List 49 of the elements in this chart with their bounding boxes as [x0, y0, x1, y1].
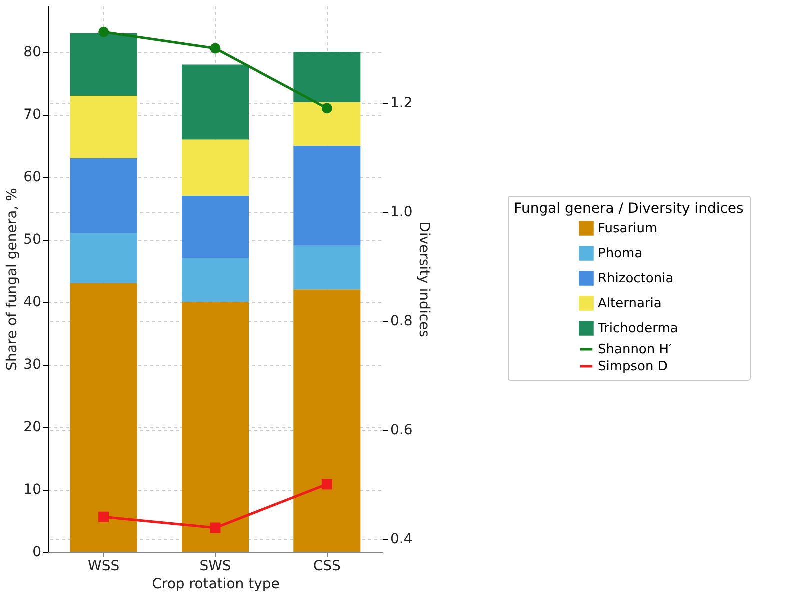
y-tick-label: 40: [24, 294, 42, 311]
legend-label: Trichoderma: [597, 322, 678, 336]
legend-label: Shannon H′: [598, 342, 672, 358]
y-tick-label: 50: [24, 232, 42, 248]
y2-axis-title: Diversity indices: [416, 222, 432, 338]
bar: [294, 246, 361, 290]
y2-tick-label: 0.8: [390, 313, 413, 330]
bar: [70, 158, 138, 234]
bar: [294, 102, 361, 146]
y-tick-label: 30: [24, 357, 42, 374]
point: [210, 43, 221, 54]
legend-title: Fungal genera / Diversity indices: [514, 201, 744, 217]
bar: [294, 290, 361, 552]
y-axis-title: Share of fungal genera, %: [4, 188, 21, 371]
bar: [294, 52, 361, 102]
bar: [70, 283, 138, 552]
y2-tick-label: 1.2: [390, 95, 413, 112]
bar: [182, 258, 249, 302]
point: [322, 103, 332, 114]
y2-tick-label: 1.0: [390, 204, 413, 220]
y-tick-label: 70: [24, 107, 42, 124]
x-axis-title: Crop rotation type: [152, 576, 280, 592]
point: [322, 479, 332, 490]
x-tick-label: WSS: [88, 558, 120, 574]
x-tick-label: CSS: [313, 558, 342, 574]
bar: [70, 233, 138, 284]
y-tick-label: 80: [24, 44, 42, 61]
legend-label: Phoma: [598, 246, 643, 262]
y-tick-label: 60: [24, 170, 42, 186]
legend-label: Simpson D: [598, 360, 668, 374]
legend-label: Fusarium: [598, 222, 658, 236]
legend-label: Alternaria: [598, 296, 662, 312]
bar: [182, 140, 249, 196]
y-tick-label: 0: [32, 544, 42, 560]
y2-tick-label: 0.4: [390, 531, 413, 548]
bar: [182, 64, 249, 140]
point: [98, 26, 110, 38]
y-tick-label: 20: [24, 420, 42, 436]
bar: [70, 33, 138, 96]
y2-tick-label: 0.6: [390, 422, 413, 438]
legend-label: Rhizoctonia: [598, 272, 674, 286]
x-tick-label: SWS: [200, 558, 232, 574]
point: [210, 522, 221, 534]
bar: [182, 196, 249, 258]
bar: [70, 96, 138, 158]
bar: [294, 146, 361, 246]
bar: [182, 302, 249, 552]
y-tick-label: 10: [24, 482, 42, 498]
point: [98, 512, 110, 522]
